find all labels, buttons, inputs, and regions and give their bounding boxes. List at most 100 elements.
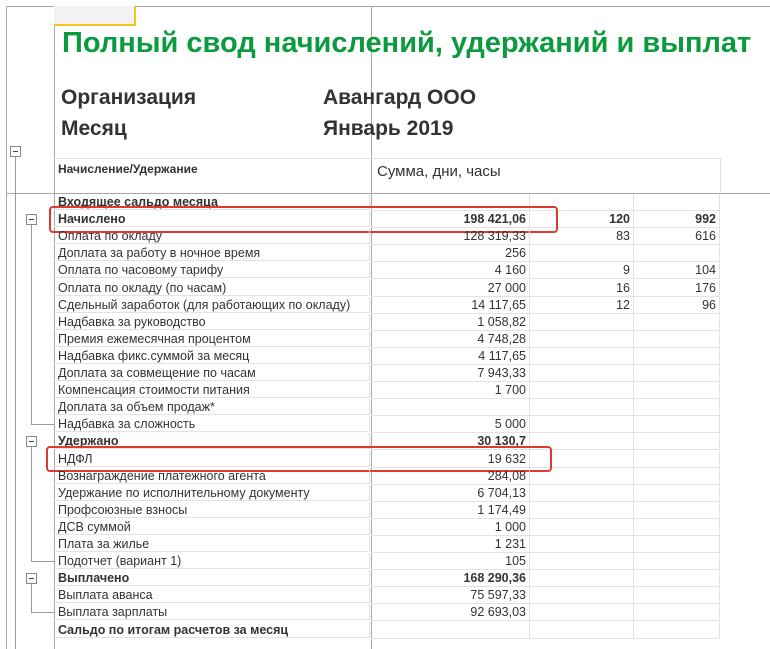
table-row[interactable]: Плата за жилье 1 231 [54,536,720,553]
row-hours [716,605,719,619]
row-sum: 284,08 [487,469,526,483]
row-sum: 75 597,33 [470,588,526,602]
row-sum: 4 748,28 [477,332,526,346]
row-name: Удержание по исполнительному документу [54,485,370,501]
row-name: Удержано [54,433,370,449]
row-sum: 128 319,33 [463,229,526,243]
table-row[interactable]: Сальдо по итогам расчетов за месяц [54,622,720,639]
organization-value: Авангард ООО [323,86,477,109]
table-row[interactable]: Начислено 198 421,06 120 992 [54,211,720,228]
table-row[interactable]: Выплачено 168 290,36 [54,570,720,587]
row-hours [716,434,719,448]
row-hours [716,520,719,534]
row-hours: 616 [695,229,716,243]
row-name: Сальдо по итогам расчетов за месяц [54,622,370,638]
table-row[interactable]: Компенсация стоимости питания 1 700 [54,382,720,399]
highlight-box [46,446,552,472]
row-days [630,588,633,602]
row-name: Доплата за совмещение по часам [54,365,370,381]
row-hours [716,623,719,637]
row-sum: 14 117,65 [471,298,526,312]
row-name: Выплачено [54,570,370,586]
row-sum: 4 160 [494,263,526,277]
row-hours [716,246,719,260]
row-days [630,315,633,329]
column-header-name: Начисление/Удержание [58,162,198,176]
collapse-all-icon[interactable] [10,146,21,157]
row-hours [716,332,719,346]
row-sum: 256 [505,246,526,260]
table-row[interactable]: Премия ежемесячная процентом 4 748,28 [54,331,720,348]
row-days [630,571,633,585]
row-days: 12 [616,298,630,312]
row-hours [716,366,719,380]
selected-cell[interactable] [54,6,136,26]
row-hours [716,469,719,483]
table-row[interactable]: Оплата по часовому тарифу 4 160 9 104 [54,262,720,279]
row-hours: 176 [695,281,716,295]
row-sum: 19 632 [487,452,526,466]
table-row[interactable]: Вознаграждение платежного агента 284,08 [54,468,720,485]
table-row[interactable]: Доплата за объем продаж* [54,399,720,416]
row-name: Профсоюзные взносы [54,502,370,518]
column-header-values: Сумма, дни, часы [377,163,501,180]
table-row[interactable]: НДФЛ 19 632 [54,451,720,468]
table-row[interactable]: Сдельный заработок (для работающих по ок… [54,297,720,314]
row-days: 120 [609,212,630,226]
row-days [630,417,633,431]
row-sum [526,623,529,637]
row-days [630,623,633,637]
row-sum: 1 700 [494,383,526,397]
row-name: Компенсация стоимости питания [54,382,370,398]
row-days [630,486,633,500]
table-row[interactable]: Надбавка фикс.суммой за месяц 4 117,65 [54,348,720,365]
table-row[interactable]: Подотчет (вариант 1) 105 [54,553,720,570]
table-row[interactable]: Оплата по окладу 128 319,33 83 616 [54,228,720,245]
row-name: Надбавка за руководство [54,314,370,330]
row-days [630,246,633,260]
table-row[interactable]: Выплата зарплаты 92 693,03 [54,604,720,621]
row-name: Выплата аванса [54,587,370,603]
table-row[interactable]: Профсоюзные взносы 1 174,49 [54,502,720,519]
row-name: Входящее сальдо месяца [54,194,370,210]
table-row[interactable]: Удержание по исполнительному документу 6… [54,485,720,502]
row-days [630,195,633,209]
row-hours: 104 [695,263,716,277]
row-sum: 168 290,36 [463,571,526,585]
row-name: Вознаграждение платежного агента [54,468,370,484]
row-hours [716,503,719,517]
table-row[interactable]: Надбавка за руководство 1 058,82 [54,314,720,331]
table-row[interactable]: Выплата аванса 75 597,33 [54,587,720,604]
row-days [630,537,633,551]
collapse-group-icon[interactable] [26,573,37,584]
table-row[interactable]: ДСВ суммой 1 000 [54,519,720,536]
highlight-box [49,206,558,233]
table-row[interactable]: Оплата по окладу (по часам) 27 000 16 17… [54,280,720,297]
row-hours [716,349,719,363]
row-days [630,469,633,483]
row-sum: 92 693,03 [470,605,526,619]
table-row[interactable]: Удержано 30 130,7 [54,433,720,450]
collapse-group-icon[interactable] [26,214,37,225]
month-value: Январь 2019 [323,117,454,140]
row-hours [716,571,719,585]
table-row[interactable]: Доплата за работу в ночное время 256 [54,245,720,262]
row-hours [716,383,719,397]
row-days [630,452,633,466]
row-hours [716,452,719,466]
table-row[interactable]: Входящее сальдо месяца [54,194,720,211]
row-days [630,400,633,414]
collapse-group-icon[interactable] [26,436,37,447]
row-hours: 96 [702,298,716,312]
table-row[interactable]: Надбавка за сложность 5 000 [54,416,720,433]
row-name: Выплата зарплаты [54,604,370,620]
row-sum: 7 943,33 [477,366,526,380]
row-hours [716,315,719,329]
table-row[interactable]: Доплата за совмещение по часам 7 943,33 [54,365,720,382]
row-days [630,520,633,534]
row-name: НДФЛ [54,451,370,467]
row-days [630,349,633,363]
row-name: ДСВ суммой [54,519,370,535]
row-sum: 6 704,13 [477,486,526,500]
row-sum: 4 117,65 [478,349,526,363]
